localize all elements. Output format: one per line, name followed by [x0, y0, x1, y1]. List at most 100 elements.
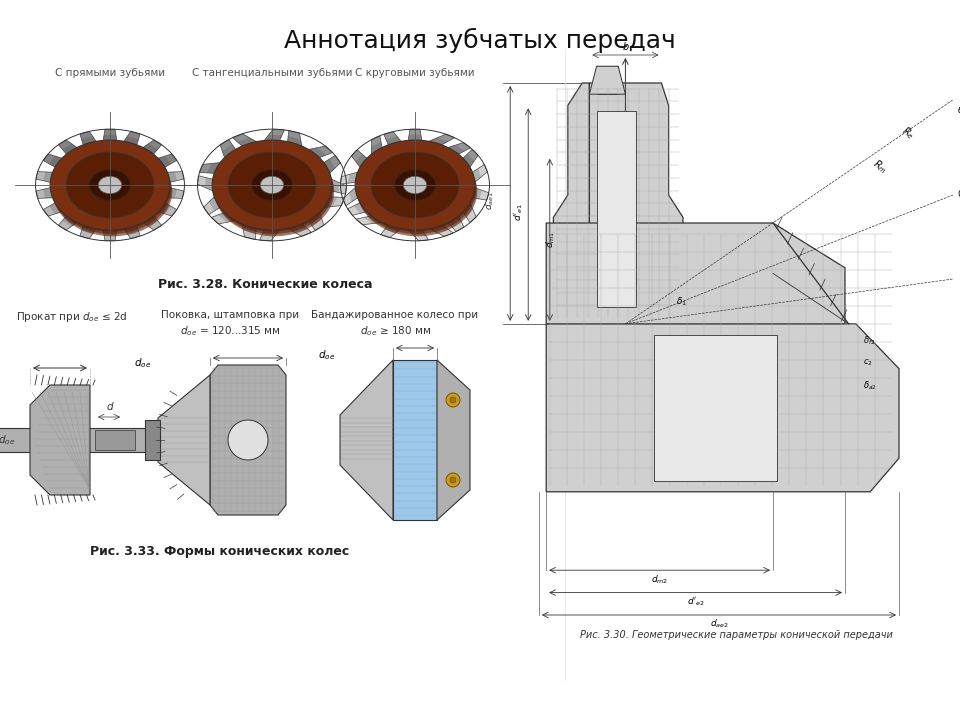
Polygon shape: [308, 212, 324, 230]
Polygon shape: [324, 197, 345, 207]
Text: $\delta_1$: $\delta_1$: [676, 295, 686, 307]
Polygon shape: [232, 134, 256, 146]
Polygon shape: [348, 172, 358, 183]
Text: $d$: $d$: [106, 400, 114, 412]
Polygon shape: [341, 172, 358, 184]
Bar: [654, 335, 777, 481]
Ellipse shape: [357, 146, 477, 236]
Text: Рис. 3.30. Геометрические параметры конической передачи: Рис. 3.30. Геометрические параметры кони…: [580, 630, 893, 640]
Polygon shape: [167, 188, 177, 198]
Polygon shape: [158, 375, 210, 505]
Polygon shape: [262, 230, 279, 235]
Polygon shape: [143, 216, 161, 230]
Polygon shape: [158, 203, 177, 216]
Ellipse shape: [52, 144, 172, 234]
Polygon shape: [356, 154, 367, 167]
Ellipse shape: [90, 170, 130, 200]
Polygon shape: [408, 135, 421, 140]
Polygon shape: [463, 154, 474, 167]
Ellipse shape: [98, 176, 122, 194]
Polygon shape: [348, 203, 367, 215]
Ellipse shape: [50, 140, 170, 230]
Ellipse shape: [395, 170, 435, 200]
Polygon shape: [43, 172, 53, 182]
Polygon shape: [103, 135, 117, 140]
Polygon shape: [429, 225, 447, 233]
Bar: [596, 66, 618, 94]
Circle shape: [228, 420, 268, 460]
Polygon shape: [62, 144, 77, 154]
Text: $0_{j2}$: $0_{j2}$: [956, 189, 960, 202]
Text: $\delta_{f2}$: $\delta_{f2}$: [863, 334, 876, 347]
Polygon shape: [59, 216, 77, 230]
Ellipse shape: [357, 144, 476, 234]
Polygon shape: [49, 156, 62, 167]
Text: С прямыми зубьями: С прямыми зубьями: [55, 68, 165, 78]
Text: Рис. 3.28. Конические колеса: Рис. 3.28. Конические колеса: [157, 278, 372, 291]
Polygon shape: [472, 168, 481, 182]
Polygon shape: [472, 188, 489, 200]
Polygon shape: [62, 216, 77, 226]
Polygon shape: [340, 360, 393, 520]
Text: $R_m$: $R_m$: [870, 157, 890, 177]
Ellipse shape: [252, 170, 292, 200]
Polygon shape: [288, 130, 301, 146]
Polygon shape: [463, 203, 473, 217]
Polygon shape: [103, 130, 117, 140]
Polygon shape: [205, 178, 213, 191]
Circle shape: [450, 397, 456, 403]
Polygon shape: [209, 197, 220, 211]
Text: $\delta_2$: $\delta_2$: [654, 356, 665, 369]
Text: С круговыми зубьями: С круговыми зубьями: [355, 68, 475, 78]
Polygon shape: [437, 360, 470, 520]
Polygon shape: [260, 230, 279, 240]
Ellipse shape: [213, 142, 332, 232]
Polygon shape: [448, 145, 465, 154]
Polygon shape: [43, 203, 62, 216]
Polygon shape: [604, 94, 676, 324]
Text: $d_{ae2}$: $d_{ae2}$: [709, 618, 729, 631]
Polygon shape: [103, 230, 117, 235]
Text: $\theta_{ae2}$: $\theta_{ae2}$: [956, 104, 960, 117]
Polygon shape: [143, 216, 157, 226]
Polygon shape: [206, 163, 220, 174]
Polygon shape: [158, 203, 171, 214]
Polygon shape: [124, 131, 140, 145]
Text: $b$: $b$: [621, 40, 629, 52]
Polygon shape: [472, 165, 488, 182]
Polygon shape: [59, 140, 77, 154]
Polygon shape: [386, 137, 401, 145]
Polygon shape: [103, 230, 117, 240]
Polygon shape: [589, 83, 683, 324]
Ellipse shape: [214, 144, 333, 234]
Ellipse shape: [53, 146, 172, 236]
Polygon shape: [351, 150, 367, 167]
Text: Поковка, штамповка при
$d_{oe}$ = 120...315 мм: Поковка, штамповка при $d_{oe}$ = 120...…: [161, 310, 300, 338]
Polygon shape: [143, 140, 161, 154]
Text: $d_{ae1}$: $d_{ae1}$: [483, 191, 495, 210]
Polygon shape: [384, 225, 401, 233]
Polygon shape: [80, 225, 96, 238]
Text: $d_{oe}$: $d_{oe}$: [0, 433, 15, 447]
Ellipse shape: [228, 152, 316, 218]
Polygon shape: [331, 179, 339, 192]
Polygon shape: [124, 136, 138, 145]
Ellipse shape: [403, 176, 426, 194]
Text: $d_{m1}$: $d_{m1}$: [544, 231, 557, 248]
Polygon shape: [237, 138, 256, 146]
Polygon shape: [211, 212, 235, 224]
Polygon shape: [242, 224, 256, 234]
Polygon shape: [463, 149, 478, 167]
Polygon shape: [36, 171, 53, 182]
Polygon shape: [546, 223, 845, 324]
Text: С тангенциальными зубьями: С тангенциальными зубьями: [192, 68, 352, 78]
Polygon shape: [553, 83, 589, 324]
Text: $\delta_{a2}$: $\delta_{a2}$: [863, 379, 876, 392]
Text: $d_{m2}$: $d_{m2}$: [651, 573, 668, 585]
Polygon shape: [82, 225, 96, 234]
Polygon shape: [288, 224, 311, 236]
Polygon shape: [393, 360, 437, 520]
Polygon shape: [308, 146, 332, 158]
Polygon shape: [204, 197, 220, 215]
Polygon shape: [349, 188, 358, 202]
